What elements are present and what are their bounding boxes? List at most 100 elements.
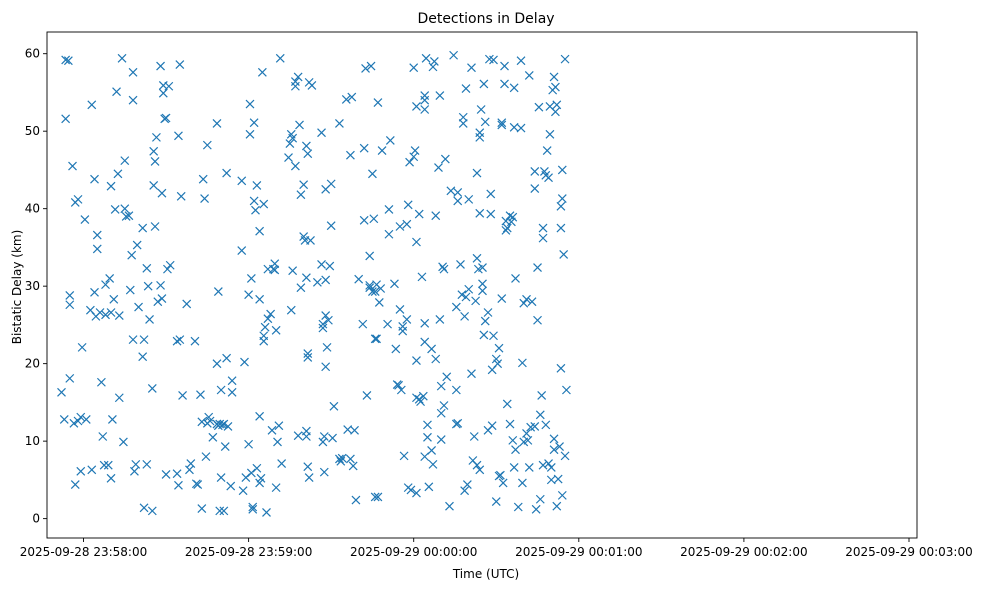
data-point — [106, 473, 116, 483]
plot-area — [46, 31, 918, 539]
data-point — [412, 101, 421, 111]
data-point — [347, 92, 357, 102]
data-point — [423, 420, 432, 430]
data-point — [306, 236, 315, 245]
data-point — [395, 222, 405, 231]
data-point — [435, 315, 445, 324]
data-point — [421, 53, 431, 63]
data-point — [449, 50, 459, 60]
data-point — [412, 356, 421, 365]
data-point — [240, 357, 249, 367]
data-point — [262, 508, 271, 517]
data-point — [219, 419, 229, 429]
data-point — [516, 56, 526, 66]
data-point — [92, 230, 102, 240]
data-point — [101, 310, 110, 320]
data-point — [198, 174, 208, 184]
data-point — [475, 465, 485, 475]
data-point — [460, 311, 470, 321]
data-point — [479, 79, 489, 89]
data-point — [121, 211, 131, 221]
data-point — [290, 81, 300, 91]
data-point — [321, 311, 331, 321]
data-point — [201, 452, 211, 462]
data-point — [475, 208, 485, 218]
data-point — [215, 506, 225, 516]
data-point — [61, 55, 71, 65]
data-point — [293, 72, 303, 82]
x-tick-label: 2025-09-29 00:00:00 — [350, 545, 477, 559]
data-point — [556, 201, 566, 211]
data-point — [205, 416, 215, 426]
data-point — [128, 335, 138, 345]
data-point — [212, 359, 222, 369]
data-point — [531, 504, 541, 514]
data-point — [197, 417, 207, 427]
data-point — [365, 283, 375, 293]
data-point — [513, 502, 523, 512]
data-point — [113, 169, 123, 179]
data-point — [193, 480, 203, 489]
data-point — [303, 349, 313, 359]
data-point — [451, 385, 461, 395]
data-point — [263, 314, 273, 324]
data-point — [118, 437, 128, 447]
data-point — [106, 308, 116, 317]
y-axis-title: Bistatic Delay (km) — [10, 230, 24, 345]
data-point — [384, 229, 394, 239]
data-point — [377, 146, 387, 155]
data-point — [322, 342, 332, 352]
data-point — [99, 460, 109, 470]
data-point — [252, 463, 262, 473]
data-point — [219, 506, 229, 516]
data-point — [523, 435, 533, 445]
data-point — [81, 415, 91, 424]
data-point — [497, 120, 507, 130]
data-point — [533, 263, 542, 272]
data-point — [286, 305, 296, 315]
data-point — [131, 459, 141, 469]
data-point — [301, 273, 311, 283]
data-point — [95, 308, 105, 317]
data-point — [390, 279, 399, 289]
data-point — [125, 285, 135, 295]
data-point — [101, 280, 110, 290]
data-point — [326, 179, 336, 189]
data-point — [326, 221, 336, 231]
data-point — [80, 215, 90, 224]
y-tick-label: 40 — [25, 202, 40, 216]
data-point — [215, 419, 225, 429]
data-point — [120, 156, 130, 166]
data-point — [398, 322, 408, 331]
data-point — [538, 233, 548, 243]
data-point — [284, 153, 293, 162]
data-point — [145, 315, 154, 324]
data-point — [336, 456, 346, 466]
data-point — [508, 435, 518, 445]
data-point — [288, 133, 298, 143]
data-point — [502, 399, 512, 409]
data-point — [334, 454, 344, 464]
data-point — [451, 302, 461, 312]
data-point — [530, 184, 540, 193]
data-point — [312, 277, 322, 287]
data-point — [290, 161, 300, 171]
data-point — [483, 308, 493, 317]
data-point — [517, 358, 527, 368]
data-point — [196, 390, 205, 400]
data-point — [436, 381, 446, 391]
data-point — [511, 273, 520, 283]
data-point — [334, 119, 344, 128]
data-point — [480, 316, 490, 326]
data-point — [127, 250, 137, 260]
data-point — [509, 83, 519, 93]
x-tick-label: 2025-09-29 00:03:00 — [845, 545, 972, 559]
data-point — [325, 261, 335, 271]
data-point — [478, 279, 487, 289]
data-point — [132, 240, 142, 250]
data-point — [318, 323, 328, 333]
data-point — [241, 473, 251, 482]
data-point — [77, 342, 87, 352]
data-point — [220, 442, 230, 451]
data-point — [255, 294, 265, 304]
